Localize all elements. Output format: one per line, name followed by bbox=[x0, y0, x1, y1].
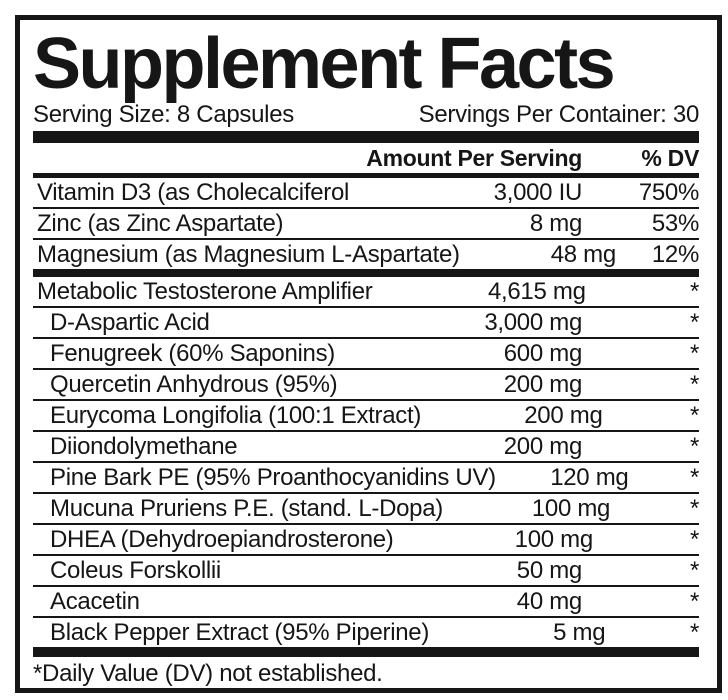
serving-size-text: Serving Size: 8 Capsules bbox=[33, 101, 294, 128]
ingredient-dv: 750% bbox=[638, 178, 699, 206]
proprietary-blend-section: Metabolic Testosterone Amplifier 4,615 m… bbox=[33, 277, 699, 647]
ingredient-dv: 53% bbox=[651, 209, 699, 237]
column-header-row: Amount Per Serving % DV bbox=[33, 143, 699, 173]
divider-heavy-bottom bbox=[33, 647, 699, 657]
ingredient-row: Mucuna Pruriens P.E. (stand. L-Dopa) 100… bbox=[33, 494, 699, 525]
ingredient-amount: 3,000 IU bbox=[493, 178, 583, 206]
ingredient-name: Diiondolymethane bbox=[50, 432, 238, 460]
ingredient-name: Fenugreek (60% Saponins) bbox=[50, 339, 335, 367]
ingredient-dv: * bbox=[689, 587, 699, 615]
ingredient-amount: 8 mg bbox=[529, 209, 582, 237]
ingredient-name: Acacetin bbox=[50, 587, 140, 615]
servings-per-container-text: Servings Per Container: 30 bbox=[418, 101, 700, 128]
ingredient-dv: * bbox=[689, 463, 699, 491]
daily-value-footnote: *Daily Value (DV) not established. bbox=[33, 660, 383, 687]
ingredient-amount: 3,000 mg bbox=[484, 308, 582, 336]
ingredient-row: Fenugreek (60% Saponins) 600 mg * bbox=[33, 339, 699, 370]
panel-title: Supplement Facts bbox=[33, 24, 616, 104]
ingredient-row: Black Pepper Extract (95% Piperine) 5 mg… bbox=[33, 618, 699, 647]
ingredient-amount: 600 mg bbox=[503, 339, 583, 367]
ingredient-row: Quercetin Anhydrous (95%) 200 mg * bbox=[33, 370, 699, 401]
ingredient-dv: * bbox=[689, 339, 699, 367]
ingredient-row: Pine Bark PE (95% Proanthocyanidins UV) … bbox=[33, 463, 699, 494]
amount-per-serving-header: Amount Per Serving bbox=[366, 144, 582, 171]
ingredient-row: Acacetin 40 mg * bbox=[33, 587, 699, 618]
ingredient-amount: 200 mg bbox=[524, 401, 603, 429]
serving-info-row: Serving Size: 8 Capsules Servings Per Co… bbox=[33, 101, 699, 129]
ingredient-amount: 100 mg bbox=[514, 525, 594, 553]
ingredient-name: Pine Bark PE (95% Proanthocyanidins UV) bbox=[50, 463, 496, 491]
ingredient-dv: * bbox=[689, 618, 699, 646]
ingredient-amount: 200 mg bbox=[503, 432, 583, 460]
ingredient-dv: 12% bbox=[651, 240, 699, 268]
ingredient-dv: * bbox=[689, 277, 699, 305]
ingredient-name: Quercetin Anhydrous (95%) bbox=[50, 370, 338, 398]
ingredient-amount: 5 mg bbox=[553, 618, 606, 646]
ingredient-dv: * bbox=[689, 432, 699, 460]
ingredient-name: Black Pepper Extract (95% Piperine) bbox=[50, 618, 430, 646]
ingredient-amount: 50 mg bbox=[516, 556, 583, 584]
ingredient-amount: 120 mg bbox=[550, 463, 629, 491]
ingredient-name: D-Aspartic Acid bbox=[50, 308, 210, 336]
ingredient-name: Eurycoma Longifolia (100:1 Extract) bbox=[50, 401, 422, 429]
ingredient-dv: * bbox=[689, 494, 699, 522]
vitamins-minerals-section: Vitamin D3 (as Cholecalciferol 3,000 IU … bbox=[33, 178, 699, 269]
ingredient-row: Zinc (as Zinc Aspartate) 8 mg 53% bbox=[33, 209, 699, 240]
ingredient-row: Diiondolymethane 200 mg * bbox=[33, 432, 699, 463]
divider-under-header bbox=[33, 173, 699, 178]
ingredient-dv: * bbox=[689, 308, 699, 336]
ingredient-row: DHEA (Dehydroepiandrosterone) 100 mg * bbox=[33, 525, 699, 556]
ingredient-dv: * bbox=[689, 525, 699, 553]
ingredient-name: Vitamin D3 (as Cholecalciferol bbox=[37, 178, 350, 206]
ingredient-dv: * bbox=[689, 401, 699, 429]
percent-dv-header: % DV bbox=[641, 144, 699, 171]
ingredient-amount: 4,615 mg bbox=[487, 277, 586, 305]
ingredient-name: Mucuna Pruriens P.E. (stand. L-Dopa) bbox=[50, 494, 443, 522]
ingredient-row: Eurycoma Longifolia (100:1 Extract) 200 … bbox=[33, 401, 699, 432]
ingredient-name: Metabolic Testosterone Amplifier bbox=[37, 277, 373, 305]
ingredient-name: Coleus Forskollii bbox=[50, 556, 221, 584]
ingredient-row: D-Aspartic Acid 3,000 mg * bbox=[33, 308, 699, 339]
ingredient-name: DHEA (Dehydroepiandrosterone) bbox=[50, 525, 394, 553]
ingredient-name: Magnesium (as Magnesium L-Aspartate) bbox=[37, 240, 460, 268]
divider-heavy-top bbox=[33, 131, 699, 143]
ingredient-row: Vitamin D3 (as Cholecalciferol 3,000 IU … bbox=[33, 178, 699, 209]
ingredient-amount: 200 mg bbox=[503, 370, 583, 398]
ingredient-row: Coleus Forskollii 50 mg * bbox=[33, 556, 699, 587]
ingredient-row: Magnesium (as Magnesium L-Aspartate) 48 … bbox=[33, 240, 699, 269]
ingredient-name: Zinc (as Zinc Aspartate) bbox=[37, 209, 284, 237]
ingredient-amount: 100 mg bbox=[531, 494, 611, 522]
ingredient-dv: * bbox=[689, 556, 699, 584]
ingredient-dv: * bbox=[689, 370, 699, 398]
divider-section bbox=[33, 269, 699, 277]
ingredient-amount: 40 mg bbox=[516, 587, 583, 615]
ingredient-amount: 48 mg bbox=[550, 240, 617, 268]
ingredient-row: Metabolic Testosterone Amplifier 4,615 m… bbox=[33, 277, 699, 308]
supplement-facts-panel: Supplement Facts Serving Size: 8 Capsule… bbox=[15, 15, 722, 693]
